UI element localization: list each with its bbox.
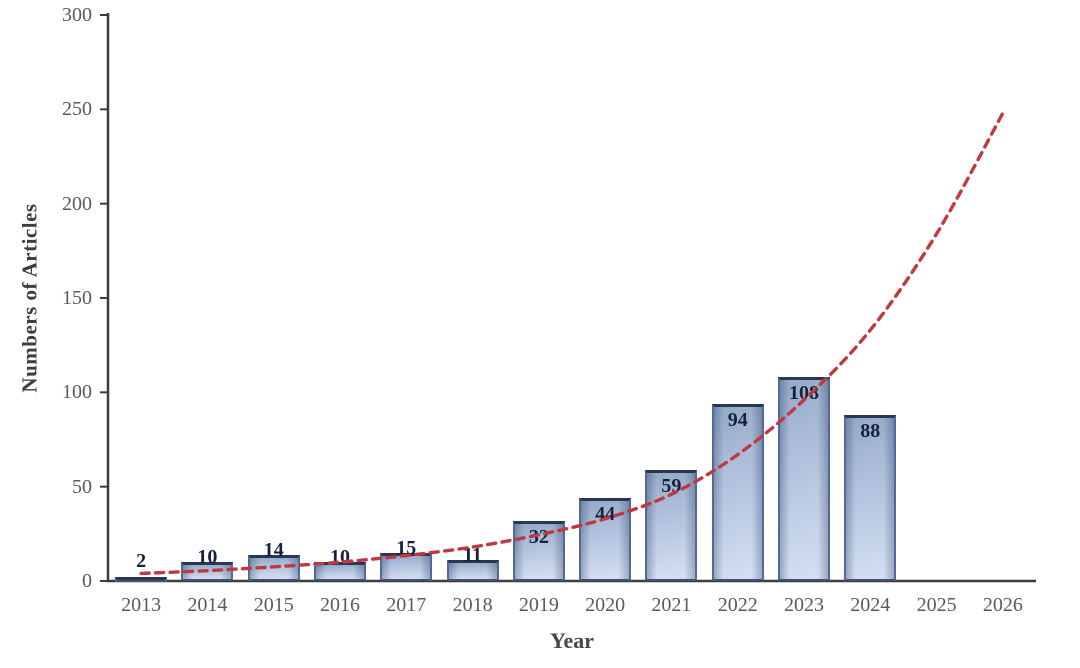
x-axis-label: 2022	[717, 594, 758, 616]
y-tick-label: 200	[62, 192, 92, 215]
bar-2024	[844, 414, 897, 581]
y-tick-label: 0	[82, 570, 92, 592]
bar-2019	[512, 520, 565, 581]
bar-value-label: 15	[396, 536, 417, 559]
x-axis-label: 2026	[982, 594, 1023, 616]
bar-2021	[645, 469, 698, 581]
exponential-trend-line	[139, 111, 1005, 576]
x-axis-label: 2021	[651, 594, 692, 616]
bar-value-label: 14	[263, 538, 284, 561]
x-axis-label: 2018	[452, 594, 493, 616]
bar-value-label: 10	[197, 546, 218, 569]
y-tick-label: 50	[72, 475, 92, 498]
bar-2022	[711, 403, 764, 581]
y-tick-label: 250	[62, 98, 92, 121]
bar-value-label: 88	[860, 419, 881, 442]
bar-2015	[247, 554, 300, 581]
bar-value-label: 32	[528, 525, 549, 548]
y-tick-label: 100	[62, 381, 92, 404]
y-tick-label: 150	[62, 287, 92, 309]
x-axis-label: 2019	[518, 594, 559, 616]
x-axis-label: 2014	[187, 594, 228, 616]
x-axis-label: 2023	[784, 594, 824, 616]
bar-value-label: 59	[661, 474, 682, 497]
bar-2017	[380, 552, 433, 581]
x-axis-label: 2025	[916, 594, 957, 616]
x-axis-label: 2017	[386, 594, 427, 616]
bar-value-label: 2	[136, 550, 147, 573]
bar-value-label: 108	[789, 382, 819, 405]
bar-2014	[181, 562, 234, 581]
bar-2018	[446, 560, 499, 581]
bar-value-label: 44	[595, 502, 616, 525]
x-axis-label: 2020	[585, 594, 626, 616]
bar-2020	[579, 497, 632, 581]
bar-2016	[314, 562, 366, 581]
bar-2013	[115, 577, 168, 583]
y-axis-title: Numbers of Articles	[17, 203, 42, 393]
x-axis-label: 2013	[121, 594, 162, 616]
x-axis-label: 2024	[850, 594, 891, 616]
bar-value-label: 10	[330, 546, 350, 569]
bar-value-label: 94	[727, 408, 748, 431]
x-axis-title: Year	[550, 628, 594, 653]
bar-value-label: 11	[463, 544, 483, 567]
bar-2023	[778, 377, 830, 581]
y-tick-label: 300	[62, 4, 92, 26]
x-axis-label: 2016	[320, 594, 360, 616]
x-axis-label: 2015	[253, 594, 294, 616]
